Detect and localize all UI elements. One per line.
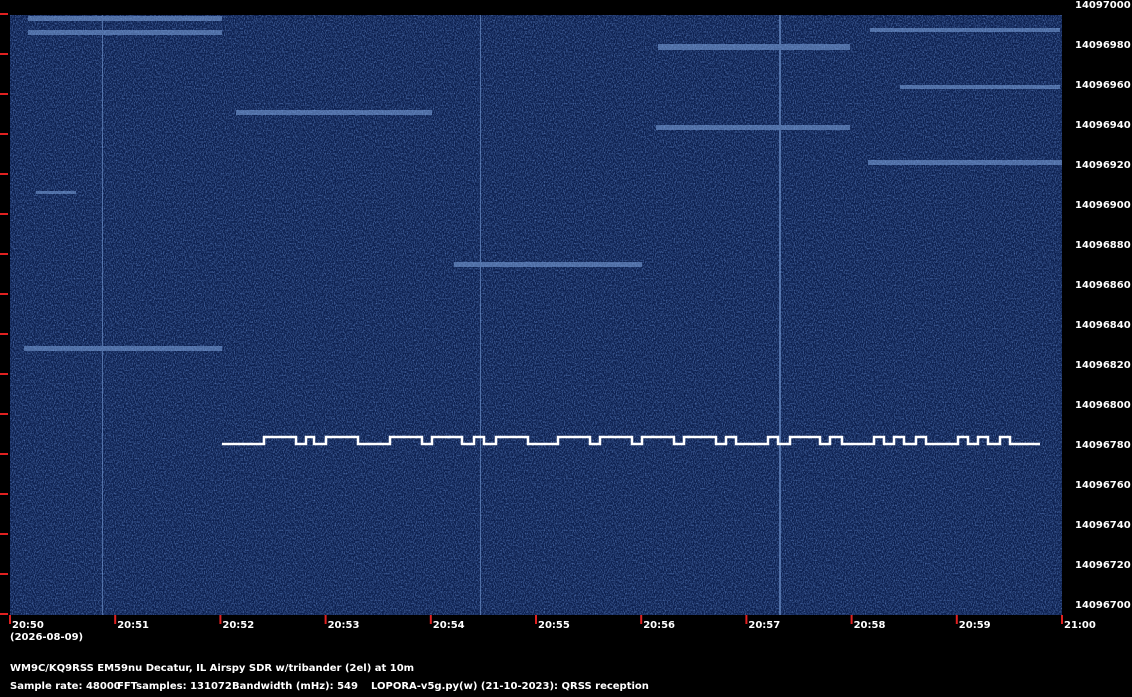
x-tick-label: 20:51	[117, 620, 149, 631]
faint-signals	[24, 15, 1062, 615]
noise	[10, 15, 1062, 615]
x-tick-label: 20:54	[433, 620, 465, 631]
y-tick-label: 14096940	[1075, 120, 1131, 131]
y-tick-label: 14097000	[1075, 0, 1131, 11]
y-tick-label: 14096760	[1075, 480, 1131, 491]
x-tick-label: 20:58	[854, 620, 886, 631]
y-tick-label: 14096800	[1075, 400, 1131, 411]
bandwidth: Bandwidth (mHz): 549	[232, 681, 358, 692]
y-tick-label: 14096700	[1075, 600, 1131, 611]
fft-samples: FFTsamples: 131072	[117, 681, 232, 692]
y-tick-label: 14096920	[1075, 160, 1131, 171]
y-tick-label: 14096900	[1075, 200, 1131, 211]
x-tick-label: 20:57	[748, 620, 780, 631]
x-tick-label: 20:55	[538, 620, 570, 631]
x-tick-label: 20:53	[328, 620, 360, 631]
software-info: LOPORA-v5g.py(w) (21-10-2023): QRSS rece…	[371, 681, 649, 692]
y-tick-label: 14096880	[1075, 240, 1131, 251]
sample-rate: Sample rate: 48000	[10, 681, 121, 692]
y-tick-label: 14096960	[1075, 80, 1131, 91]
station-info: WM9C/KQ9RSS EM59nu Decatur, IL Airspy SD…	[10, 663, 414, 674]
x-tick-label: 21:00	[1064, 620, 1096, 631]
x-tick-label: 20:59	[959, 620, 991, 631]
y-tick-label: 14096860	[1075, 280, 1131, 291]
y-tick-label: 14096980	[1075, 40, 1131, 51]
y-tick-label: 14096820	[1075, 360, 1131, 371]
qrss-signal	[222, 435, 1040, 446]
x-tick-label: 20:50	[12, 620, 44, 631]
x-tick-label: 20:56	[643, 620, 675, 631]
y-tick-label: 14096840	[1075, 320, 1131, 331]
date-label: (2026-08-09)	[10, 632, 83, 643]
y-tick-label: 14096780	[1075, 440, 1131, 451]
x-tick-label: 20:52	[222, 620, 254, 631]
y-tick-label: 14096720	[1075, 560, 1131, 571]
y-tick-label: 14096740	[1075, 520, 1131, 531]
